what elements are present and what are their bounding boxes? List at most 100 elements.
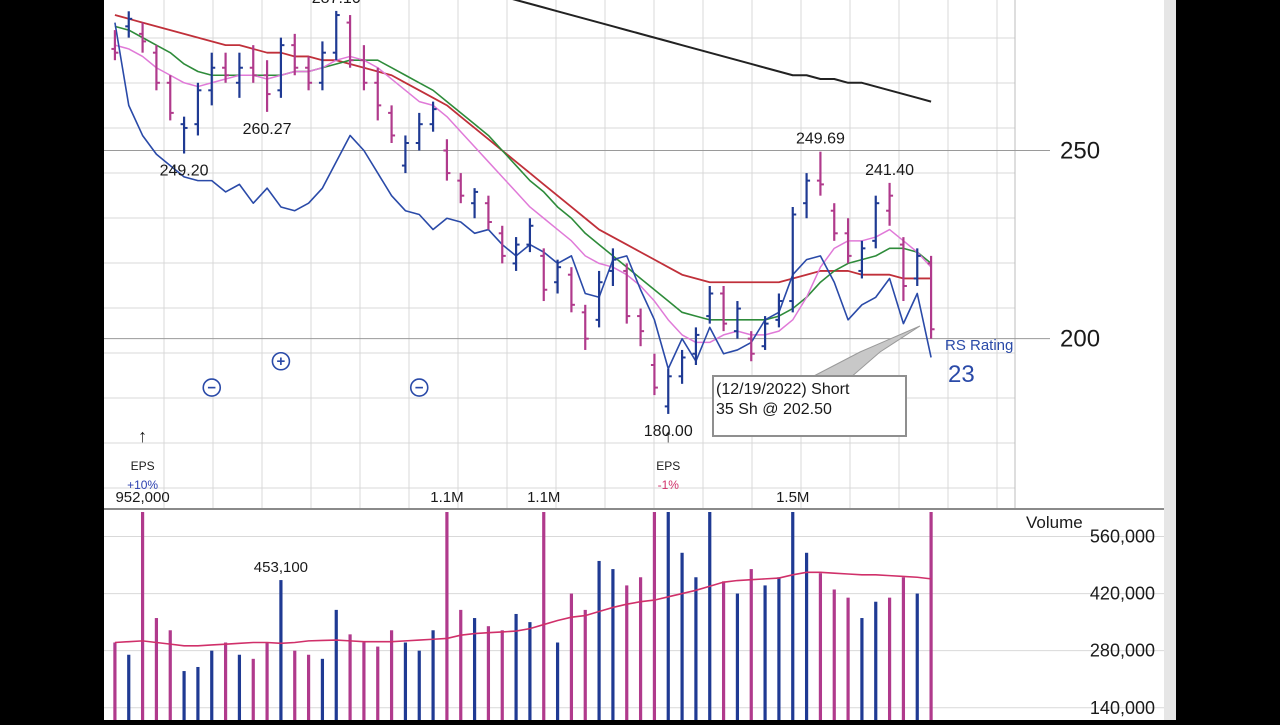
volume-bar: [265, 642, 269, 720]
eps-label: EPS: [656, 459, 680, 473]
volume-bar: [625, 585, 629, 720]
price-extreme-label: 241.40: [865, 162, 914, 179]
volume-peak-label: 952,000: [115, 489, 169, 506]
volume-bar: [735, 593, 740, 720]
volume-panel: [113, 512, 933, 720]
trade-note-box: [712, 375, 907, 437]
volume-ma-line: [114, 571, 932, 647]
volume-bar: [611, 569, 615, 720]
volume-tick-label: 280,000: [1090, 641, 1155, 661]
volume-bar: [749, 569, 753, 720]
volume-bar: [569, 593, 574, 720]
volume-bar: [389, 630, 394, 720]
ma-long-line: [114, 14, 932, 284]
right-edge-strip: [1164, 0, 1176, 720]
volume-bar: [459, 609, 463, 720]
volume-bar: [293, 650, 297, 720]
volume-bar: [306, 654, 311, 720]
volume-peak-label: 1.5M: [776, 489, 809, 506]
event-marker-circle: [409, 378, 429, 397]
volume-bar: [334, 609, 338, 720]
volume-bar: [403, 642, 408, 720]
volume-bar: [376, 646, 380, 720]
volume-bar: [846, 597, 850, 720]
volume-bar: [901, 577, 906, 720]
price-extreme-label: 180.00: [644, 423, 693, 440]
volume-bar: [832, 589, 836, 720]
volume-peak-label: 1.1M: [430, 489, 463, 506]
volume-bar: [694, 577, 698, 720]
volume-bar: [777, 577, 781, 720]
eps-change: +10%: [127, 478, 158, 492]
rs-rating-label: RS Rating: [945, 337, 1013, 354]
volume-bar: [279, 580, 283, 720]
volume-bar: [528, 622, 532, 720]
volume-bar: [472, 618, 477, 720]
volume-bar: [804, 552, 809, 720]
chart-background: [104, 0, 1164, 720]
volume-bar: [763, 585, 767, 720]
price-tick-label: 200: [1060, 326, 1100, 353]
volume-tick-label: 140,000: [1090, 698, 1155, 718]
volume-title: Volume: [1026, 513, 1083, 532]
volume-bar: [555, 642, 560, 720]
volume-bar: [113, 642, 117, 720]
volume-peak-label: 453,100: [254, 559, 308, 576]
volume-bar: [514, 613, 518, 720]
trade-note-line1: (12/19/2022) Short: [716, 381, 850, 398]
volume-bar: [791, 512, 795, 720]
price-extreme-label: 260.27: [243, 121, 292, 138]
volume-bar: [597, 560, 601, 720]
labels: 250 200 Volume 560,000 420,000 280,000 140,000…: [115, 0, 1155, 718]
rs-rating-value: 23: [948, 361, 975, 388]
eps-arrow-icon: ↑: [138, 426, 147, 446]
volume-bar: [182, 671, 186, 720]
volume-bar: [666, 512, 670, 720]
ma-200-line: [512, 0, 932, 103]
price-extreme-label: 249.69: [796, 131, 845, 148]
trade-note-line2: 35 Sh @ 202.50: [716, 401, 832, 418]
volume-bar: [638, 577, 643, 720]
eps-change: -1%: [658, 478, 680, 492]
eps-label: EPS: [131, 459, 155, 473]
event-marker-symbol: −: [207, 380, 216, 397]
volume-bar: [348, 634, 352, 720]
event-marker-symbol: −: [415, 380, 424, 397]
right-black-bar: [1176, 0, 1280, 720]
volume-bar: [874, 601, 878, 720]
volume-peak-label: 1.1M: [527, 489, 560, 506]
eps-arrow-icon: ↑: [664, 426, 673, 446]
event-marker-circle: [202, 378, 222, 397]
volume-bar: [320, 658, 325, 720]
ma-short-line: [114, 44, 932, 344]
volume-bar: [818, 573, 823, 720]
volume-bar: [708, 512, 712, 720]
event-marker-circle: [271, 351, 291, 371]
volume-bar: [362, 642, 366, 720]
volume-bar: [680, 552, 684, 720]
volume-tick-label: 420,000: [1090, 584, 1155, 604]
volume-bar: [168, 630, 172, 720]
volume-bar: [431, 630, 435, 720]
volume-bar: [445, 512, 449, 720]
volume-bar: [500, 630, 504, 720]
rs-line: [114, 22, 932, 370]
price-panel: + − −: [111, 0, 935, 414]
volume-bar: [860, 618, 864, 720]
volume-tick-label: 560,000: [1090, 526, 1155, 546]
volume-bar: [140, 512, 145, 720]
volume-bar: [223, 642, 228, 720]
volume-bar: [154, 618, 159, 720]
volume-bar: [542, 512, 546, 720]
price-extreme-label: 249.20: [160, 163, 209, 180]
volume-bar: [237, 654, 242, 720]
volume-bar: [652, 512, 657, 720]
volume-bar: [887, 597, 892, 720]
volume-bar: [127, 654, 131, 720]
volume-bar: [915, 593, 919, 720]
price-extreme-label: 287.10: [312, 0, 361, 7]
volume-bar: [251, 658, 255, 720]
event-marker-symbol: +: [277, 353, 286, 370]
